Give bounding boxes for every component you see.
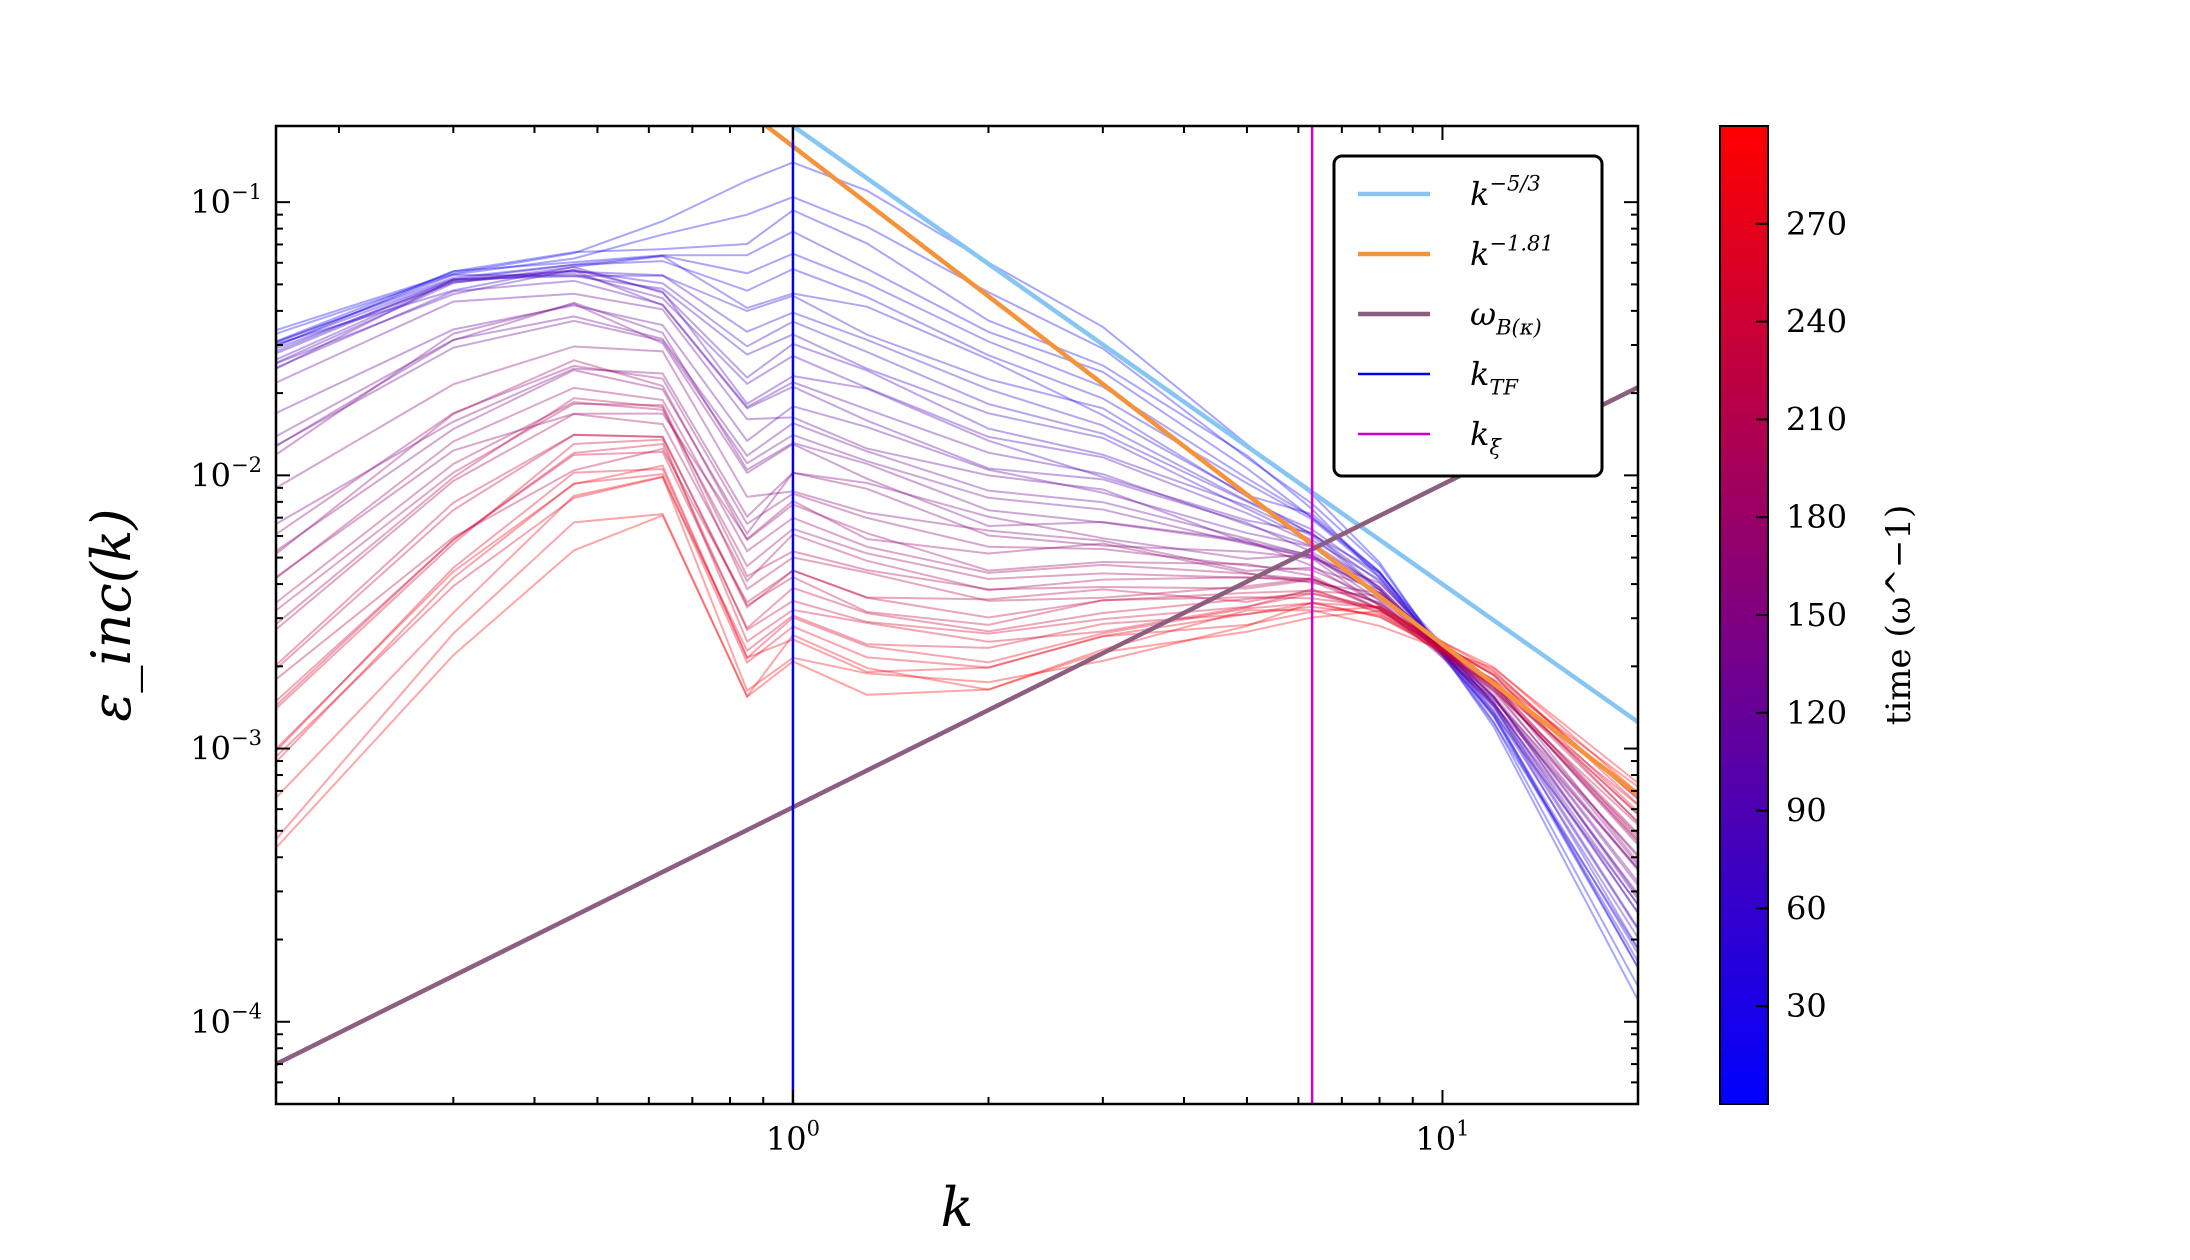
spectrum-curve [276,397,1638,826]
k53-reference-line [791,126,1638,724]
spectrum-curve [276,447,1638,839]
spectrum-curve [276,304,1638,895]
spectrum-curve [276,450,1638,816]
spectrum-curve [276,467,1638,800]
spectrum-curve [276,412,1638,864]
spectrum-curve [276,161,1638,1001]
spectrum-curve [276,279,1638,906]
spectrum-curve [276,255,1638,950]
spectrum-curve [276,275,1638,929]
spectrum-curve [276,230,1638,968]
colorbar-ticks: 30 60 90 120 150 180 210 240 270 [1756,205,1847,1025]
legend-label-k53: k−5/3​ [1470,172,1541,213]
colorbar-tick-label: 270 [1786,205,1847,243]
y-tick-label: 10−1​ [190,180,262,221]
spectrum-curve [276,369,1638,856]
spectrum-curve [276,302,1638,866]
x-axis-label: k [941,1176,974,1239]
spectrum-curve [276,265,1638,914]
spectrum-curve [276,273,1638,949]
spectrum-curve [276,475,1638,799]
spectrum-curve [276,269,1638,931]
k181-reference-line [764,126,1638,797]
spectrum-curve [276,473,1638,800]
spectrum-curve [276,433,1638,823]
spectrum-curve [276,438,1638,806]
legend-label-kxi: kξ​ [1470,415,1502,460]
spectrum-curve [276,402,1638,837]
spectrum-curve [276,272,1638,914]
y-axis-label: ε_inc(k) [80,508,143,721]
spectrum-curve [276,475,1638,813]
spectrum-curve [276,209,1638,969]
y-tick-label: 10−3​ [190,726,262,767]
legend-box [1332,154,1604,478]
colorbar-tick-label: 180 [1786,498,1847,536]
spectrum-curve [276,195,1638,987]
legend-label-k181: k−1.81​ [1470,232,1554,273]
y-tick-label: 10−4​ [190,999,262,1040]
legend: k−5/3​ k−1.81​ ωB(κ)​ kTF​ kξ​ [1332,154,1604,478]
spectrum-curve [276,464,1638,806]
reference-lines [276,126,1638,1104]
spectrum-curve [276,386,1638,846]
spectrum-curve [276,401,1638,842]
colorbar-tick-label: 90 [1786,792,1827,830]
spectrum-curve [276,292,1638,900]
spectrum-curve [276,442,1638,815]
spectrum-curve [276,413,1638,835]
spectrum-curve [276,513,1638,840]
x-tick-label: 100​ [766,1117,820,1158]
colorbar-tick-label: 150 [1786,596,1847,634]
spectrum-curve [276,364,1638,858]
plot-frame [274,124,1640,1106]
colorbar-tick-label: 240 [1786,303,1847,341]
spectrum-curve [276,301,1638,871]
legend-label-omegaB: ωB(κ)​ [1470,295,1542,340]
axis-ticks: 100​ 101​ 10−4​ 10−3​ 10−2​ 10−1​ [190,126,1639,1158]
spectrum-curve [276,260,1638,955]
spectrum-curve [276,252,1638,963]
x-tick-label: 101​ [1415,1117,1469,1158]
spectrum-curve [276,270,1638,939]
spectrum-curve [276,514,1638,849]
colorbar-tick-label: 60 [1786,889,1827,927]
spectrum-curve [276,359,1638,843]
legend-label-kTF: kTF​ [1470,355,1519,400]
colorbar-label: time (ω^−1) [1879,505,1919,726]
spectrum-curve [276,433,1638,824]
colorbar-tick-label: 120 [1786,694,1847,732]
omegaB-reference-line [276,385,1638,1067]
spectrum-curve [276,268,1638,905]
colorbar-tick-label: 30 [1786,987,1827,1025]
colorbar-tick-label: 210 [1786,400,1847,438]
y-tick-label: 10−2​ [190,453,262,494]
